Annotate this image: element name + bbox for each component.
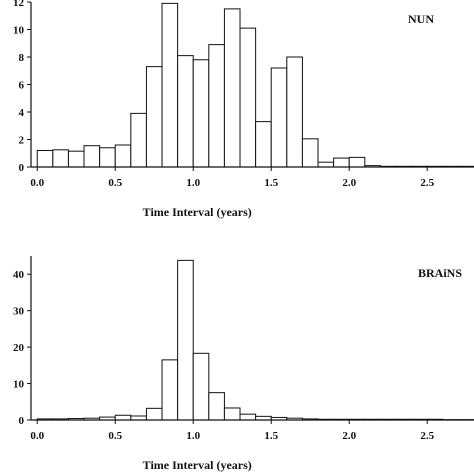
nun-x-tick-label: 2.0 (342, 177, 356, 189)
brains-x-tick-label: 2.0 (342, 430, 356, 442)
nun-bar (177, 55, 194, 168)
brains-bar (114, 414, 132, 421)
nun-y-tick-label: 0 (19, 162, 25, 174)
brains-bar (130, 415, 147, 421)
nun-bar (99, 147, 116, 168)
nun-bar (83, 145, 101, 168)
brains-bar (208, 392, 225, 421)
nun-bar (239, 27, 257, 168)
nun-bar (270, 67, 288, 168)
brains-x-ticks: 0.0 0.5 1.0 1.5 2.0 2.5 (30, 420, 435, 442)
brains-y-ticks: 0 10 20 30 40 (13, 269, 31, 427)
nun-x-tick-label: 0.0 (30, 177, 44, 189)
brains-bars (36, 259, 474, 421)
brains-bar (192, 352, 210, 421)
nun-bar (301, 138, 319, 168)
nun-bar (36, 150, 54, 168)
brains-x-tick-label: 0.5 (108, 430, 122, 442)
nun-bar (255, 121, 272, 168)
brains-bar (177, 259, 194, 421)
brains-x-axis-label: Time Interval (years) (143, 458, 252, 472)
nun-x-tick-label: 2.5 (420, 177, 434, 189)
brains-y-tick-label: 30 (13, 306, 25, 318)
nun-x-tick-label: 0.5 (108, 177, 122, 189)
brains-bar (223, 407, 241, 421)
nun-x-axis-label: Time Interval (years) (143, 205, 252, 219)
brains-y-tick-label: 10 (13, 379, 25, 391)
nun-y-ticks: 0 2 4 6 8 10 12 (13, 0, 31, 174)
nun-bar (52, 149, 69, 168)
brains-x-tick-label: 0.0 (30, 430, 44, 442)
nun-bars (36, 2, 474, 168)
nun-bar (286, 56, 303, 168)
brains-y-tick-label: 20 (13, 342, 25, 354)
nun-x-tick-label: 1.5 (264, 177, 278, 189)
nun-bar (67, 150, 85, 168)
nun-bar (223, 8, 241, 168)
nun-bar (114, 144, 132, 168)
brains-bar (161, 359, 179, 421)
brains-panel-label: BRAiNS (418, 266, 462, 280)
brains-histogram-panel: 0.0 0.5 1.0 1.5 2.0 2.5 0 10 20 30 40 Time Interv… (13, 256, 474, 472)
nun-bar (145, 66, 163, 168)
nun-bar (317, 161, 335, 168)
nun-y-tick-label: 6 (19, 80, 25, 92)
nun-x-ticks: 0.0 0.5 1.0 1.5 2.0 2.5 (30, 167, 435, 189)
nun-y-tick-label: 10 (13, 25, 25, 37)
nun-bar (348, 156, 366, 168)
nun-bar (192, 59, 210, 168)
brains-x-tick-label: 1.0 (186, 430, 200, 442)
nun-y-tick-label: 8 (19, 52, 25, 64)
nun-bar (161, 2, 179, 168)
brains-bar (239, 413, 257, 421)
nun-y-tick-label: 2 (19, 135, 25, 147)
nun-x-tick-label: 1.0 (186, 177, 200, 189)
brains-x-tick-label: 2.5 (420, 430, 434, 442)
nun-histogram-panel: 0.0 0.5 1.0 1.5 2.0 2.5 0 2 4 6 8 10 12 Time Interv… (13, 0, 474, 219)
nun-y-tick-label: 4 (19, 107, 25, 119)
nun-bar (208, 44, 225, 168)
brains-y-tick-label: 0 (19, 415, 25, 427)
nun-panel-label: NUN (408, 12, 434, 26)
nun-y-tick-label: 12 (13, 0, 25, 9)
brains-bar (145, 407, 163, 421)
nun-bar (130, 112, 147, 168)
nun-bar (333, 157, 350, 168)
brains-y-tick-label: 40 (13, 269, 25, 281)
brains-x-tick-label: 1.5 (264, 430, 278, 442)
